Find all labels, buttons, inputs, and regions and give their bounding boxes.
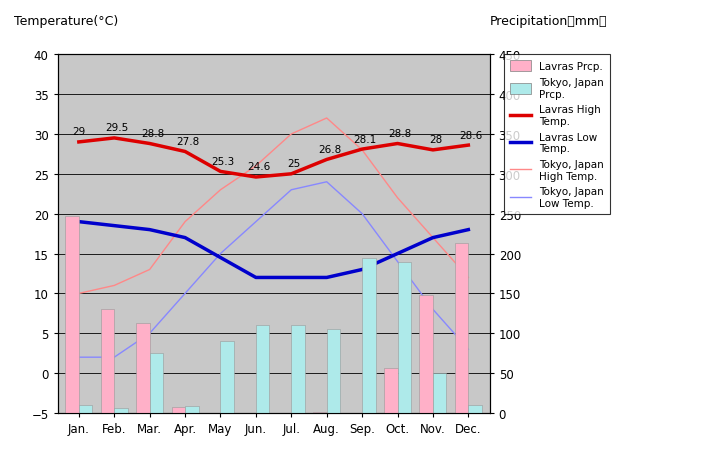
Bar: [136, 323, 150, 413]
Bar: [455, 244, 468, 413]
Text: 28.8: 28.8: [389, 129, 412, 139]
Text: 26.8: 26.8: [318, 145, 341, 155]
Text: 27.8: 27.8: [176, 137, 199, 146]
Bar: [66, 217, 79, 413]
Text: 28.8: 28.8: [141, 129, 164, 139]
Bar: [420, 295, 433, 413]
Bar: [278, 413, 292, 416]
Bar: [220, 341, 234, 413]
Text: 29: 29: [72, 127, 86, 137]
Bar: [114, 409, 127, 413]
Bar: [243, 413, 256, 417]
Bar: [185, 406, 199, 413]
Text: Precipitation（mm）: Precipitation（mm）: [490, 15, 607, 28]
Bar: [313, 412, 327, 413]
Legend: Lavras Prcp., Tokyo, Japan
Prcp., Lavras High
Temp., Lavras Low
Temp., Tokyo, Ja: Lavras Prcp., Tokyo, Japan Prcp., Lavras…: [504, 55, 611, 215]
Text: 28.1: 28.1: [354, 134, 377, 144]
Bar: [256, 325, 269, 413]
Bar: [362, 258, 376, 413]
Text: 25: 25: [287, 159, 301, 169]
Bar: [150, 353, 163, 413]
Bar: [79, 405, 92, 413]
Bar: [292, 325, 305, 413]
Text: Temperature(°C): Temperature(°C): [14, 15, 119, 28]
Text: 25.3: 25.3: [212, 157, 235, 167]
Bar: [171, 407, 185, 413]
Bar: [207, 413, 220, 416]
Text: 29.5: 29.5: [105, 123, 129, 133]
Text: 28.6: 28.6: [459, 130, 482, 140]
Bar: [397, 262, 411, 413]
Bar: [384, 368, 397, 413]
Text: 28: 28: [429, 135, 442, 145]
Text: 24.6: 24.6: [247, 162, 270, 172]
Bar: [433, 373, 446, 413]
Bar: [101, 310, 114, 413]
Bar: [468, 405, 482, 413]
Bar: [327, 330, 340, 413]
